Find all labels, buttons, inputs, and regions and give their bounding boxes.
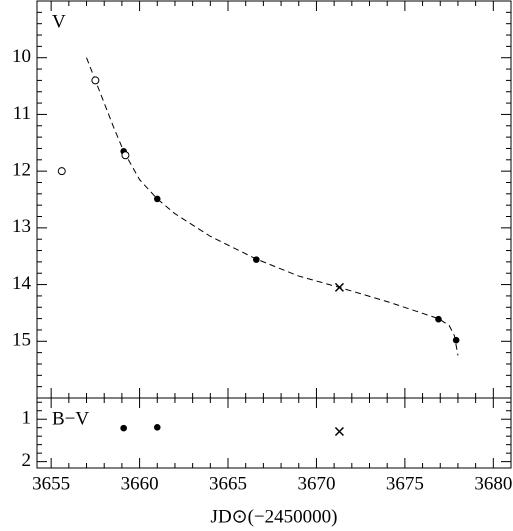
point [334,426,344,437]
point [435,315,442,323]
y-tick-label: 10 [12,46,31,67]
point [452,336,460,344]
y-tick-label: 1 [22,408,32,429]
point [153,423,161,431]
x-tick-label: 3675 [386,473,424,494]
point [153,195,161,203]
y-axis-label: B−V [52,408,89,429]
y-axis-label: V [52,11,66,32]
point [253,256,260,263]
x-tick-label: 3670 [297,473,335,494]
y-tick-label: 2 [22,450,32,471]
y-tick-label: 12 [12,160,31,181]
x-tick-label: 3680 [474,473,512,494]
point [334,282,344,292]
x-axis-label: JD⊙(−2450000) [211,506,338,527]
point [120,424,127,432]
fit-curve [86,57,459,356]
panel-frame [36,397,512,469]
panel-frame [36,0,512,399]
point [91,76,100,85]
y-tick-label: 13 [12,216,31,237]
x-tick-label: 3660 [121,473,159,494]
point [57,167,66,176]
x-tick-label: 3655 [32,473,70,494]
y-tick-label: 11 [13,103,31,124]
y-tick-label: 15 [12,330,31,351]
x-tick-label: 3665 [209,473,247,494]
point [121,151,130,160]
y-tick-label: 14 [12,273,32,294]
